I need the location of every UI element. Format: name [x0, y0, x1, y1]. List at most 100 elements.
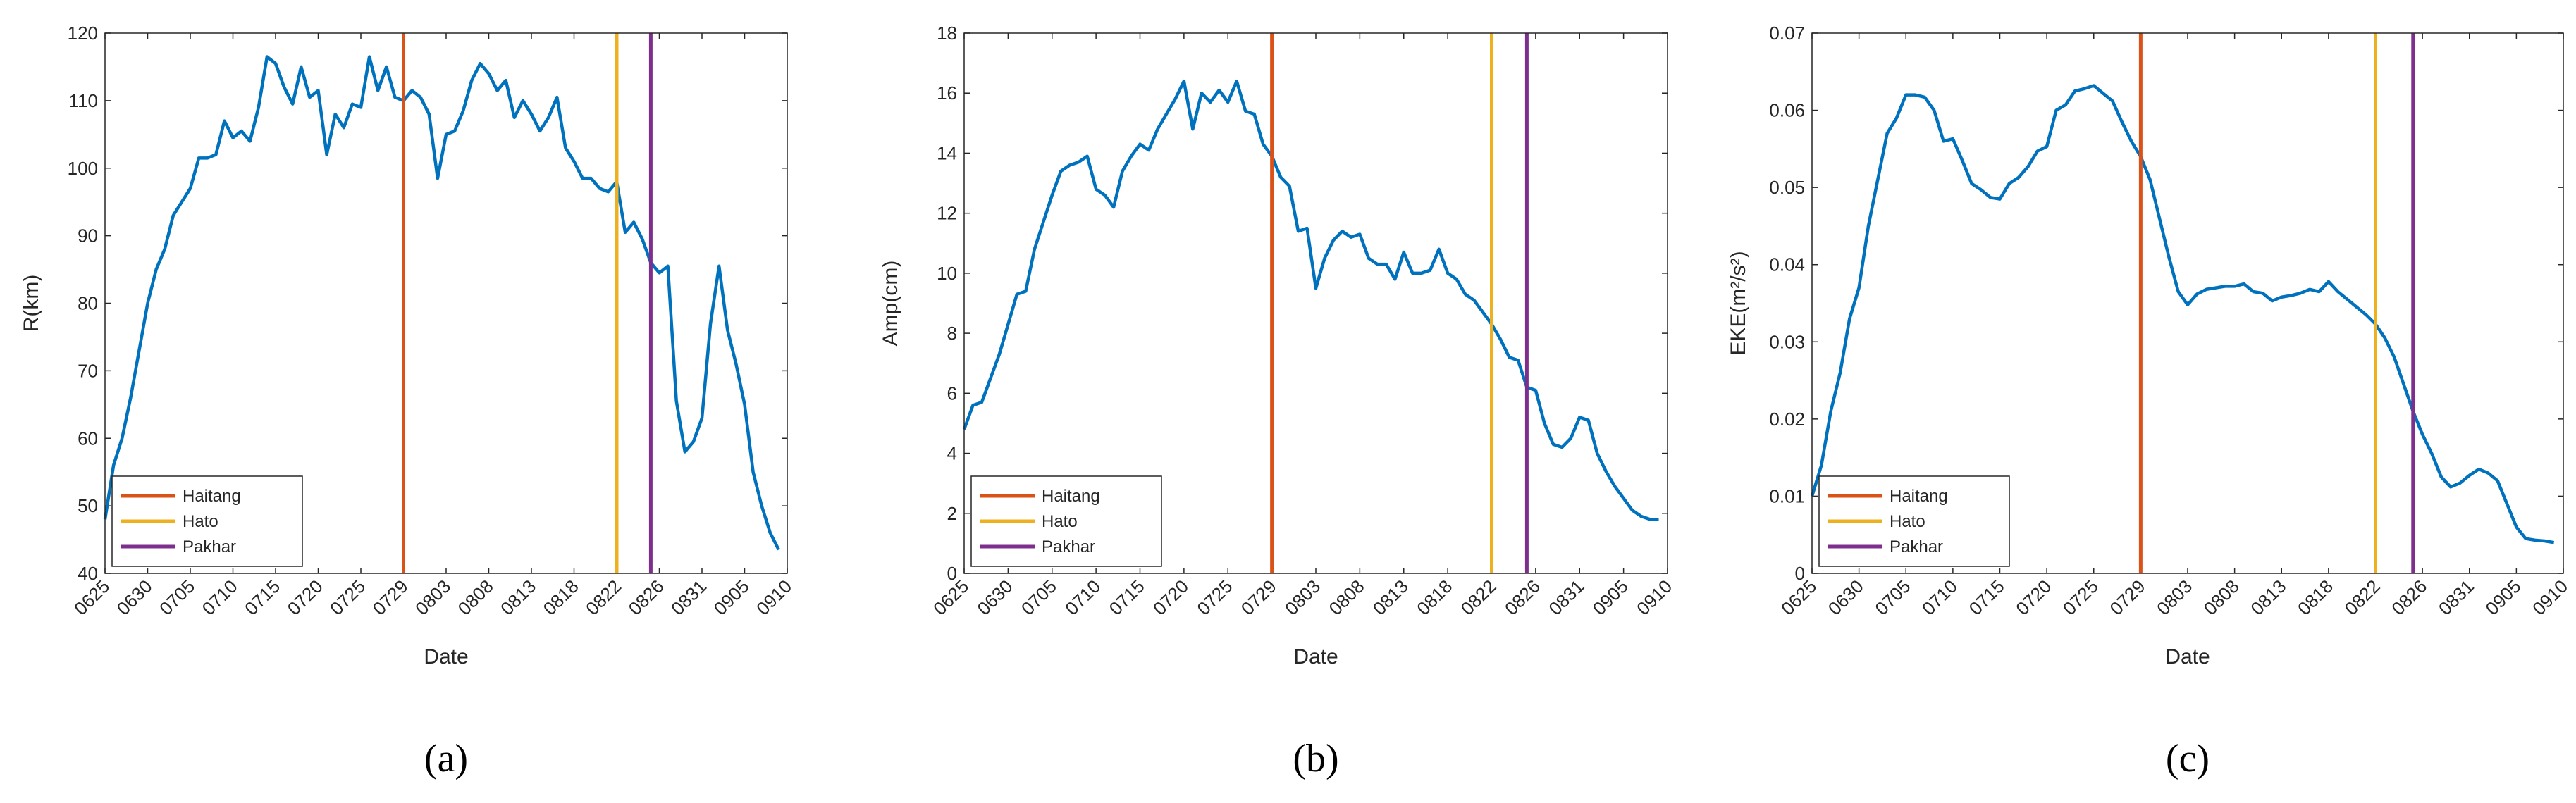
- y-tick-label: 120: [68, 23, 98, 44]
- legend-label: Hato: [1042, 512, 1078, 531]
- x-tick-label: 0625: [929, 575, 973, 619]
- x-axis-label: Date: [424, 645, 468, 668]
- x-tick-label: 0729: [369, 575, 412, 619]
- y-tick-label: 4: [947, 443, 957, 464]
- y-axis-label: R(km): [20, 275, 43, 332]
- x-tick-label: 0803: [1281, 575, 1324, 619]
- legend-box: [970, 475, 1162, 567]
- subplot: 40 50 60 70 80 90 100 110 120 0625063007050710071…: [20, 23, 796, 780]
- x-tick-label: 0905: [1589, 575, 1632, 619]
- legend-label: Pakhar: [1042, 537, 1095, 556]
- x-tick-label: 0720: [283, 575, 327, 619]
- x-tick-label: 0725: [2059, 575, 2102, 619]
- legend-label: Hato: [1890, 512, 1925, 531]
- x-tick-label: 0715: [1965, 575, 2009, 619]
- x-tick-label: 0625: [70, 575, 113, 619]
- x-tick-label: 0818: [2293, 575, 2337, 619]
- x-tick-label: 0715: [1105, 575, 1149, 619]
- x-tick-label: 0630: [113, 575, 156, 619]
- x-tick-label: 0625: [1777, 575, 1820, 619]
- y-tick-label: 10: [937, 263, 957, 284]
- x-tick-label: 0808: [454, 575, 498, 619]
- y-tick-label: 0.02: [1769, 409, 1805, 430]
- x-tick-label: 0710: [1918, 575, 1961, 619]
- x-tick-label: 0831: [1544, 575, 1588, 619]
- legend-label: Haitang: [1890, 487, 1948, 506]
- y-tick-label: 2: [947, 503, 957, 524]
- x-tick-label: 0630: [973, 575, 1017, 619]
- x-tick-label: 0910: [752, 575, 796, 619]
- x-tick-label: 0808: [2200, 575, 2243, 619]
- x-tick-label: 0822: [1457, 575, 1500, 619]
- legend-label: Hato: [183, 512, 218, 531]
- x-tick-label: 0910: [2528, 575, 2572, 619]
- y-tick-label: 0.06: [1769, 100, 1805, 121]
- x-tick-label: 0831: [2434, 575, 2478, 619]
- panel-label: (b): [1293, 737, 1338, 780]
- x-tick-label: 0905: [710, 575, 753, 619]
- x-tick-label: 0818: [1412, 575, 1456, 619]
- x-tick-label: 0710: [1061, 575, 1104, 619]
- data-line: [962, 79, 1659, 521]
- x-tick-label: 0720: [1149, 575, 1193, 619]
- x-tick-label: 0715: [240, 575, 284, 619]
- data-line: [103, 55, 780, 551]
- y-tick-label: 14: [937, 142, 957, 163]
- subplot: 0 0.01 0.02 0.03 0.04 0.05 0.06 0.07 0625 0630 070…: [1727, 23, 2572, 780]
- x-tick-label: 0808: [1325, 575, 1369, 619]
- x-tick-label: 0822: [2341, 575, 2384, 619]
- x-tick-label: 0705: [155, 575, 199, 619]
- legend-label: Pakhar: [183, 537, 236, 556]
- y-tick-label: 80: [78, 293, 98, 314]
- y-tick-label: 0.01: [1769, 485, 1805, 506]
- data-line: [1810, 84, 2555, 544]
- x-tick-label: 0826: [624, 575, 668, 619]
- x-tick-label: 0826: [2387, 575, 2431, 619]
- x-tick-label: 0818: [539, 575, 583, 619]
- x-tick-label: 0831: [667, 575, 710, 619]
- legend-label: Haitang: [183, 487, 241, 506]
- x-tick-label: 0705: [1871, 575, 1914, 619]
- y-tick-label: 70: [78, 360, 98, 381]
- x-tick-label: 0710: [198, 575, 242, 619]
- x-axis-label: Date: [2165, 645, 2210, 668]
- y-tick-label: 90: [78, 225, 98, 247]
- y-tick-label: 18: [937, 23, 957, 44]
- y-tick-label: 0: [1795, 563, 1805, 584]
- y-tick-label: 12: [937, 203, 957, 224]
- y-tick-label: 0.04: [1769, 254, 1805, 275]
- y-tick-label: 6: [947, 382, 957, 404]
- y-tick-label: 110: [69, 90, 98, 111]
- legend-label: Pakhar: [1890, 537, 1943, 556]
- x-tick-label: 0725: [326, 575, 369, 619]
- y-tick-label: 50: [78, 495, 98, 516]
- axes-box: [963, 32, 1668, 574]
- y-tick-label: 0: [947, 563, 957, 584]
- x-tick-label: 0725: [1193, 575, 1236, 619]
- x-tick-label: 0905: [2482, 575, 2525, 619]
- y-tick-label: 0.07: [1769, 23, 1805, 44]
- x-tick-label: 0910: [1632, 575, 1676, 619]
- x-tick-label: 0813: [496, 575, 540, 619]
- x-tick-label: 0729: [2106, 575, 2150, 619]
- y-axis-label: EKE(m²/s²): [1727, 251, 1750, 355]
- x-tick-label: 0705: [1017, 575, 1061, 619]
- y-tick-label: 100: [68, 158, 98, 179]
- axes-box: [104, 32, 788, 574]
- x-tick-label: 0729: [1237, 575, 1281, 619]
- panel-label: (a): [424, 737, 468, 780]
- y-tick-label: 0.05: [1769, 177, 1805, 198]
- x-tick-label: 0803: [2152, 575, 2196, 619]
- x-tick-label: 0720: [2011, 575, 2055, 619]
- y-axis-label: Amp(cm): [879, 261, 902, 347]
- y-tick-label: 60: [78, 428, 98, 449]
- x-tick-label: 0630: [1824, 575, 1868, 619]
- y-tick-label: 16: [937, 82, 957, 104]
- x-tick-label: 0803: [411, 575, 455, 619]
- x-axis-label: Date: [1293, 645, 1338, 668]
- y-tick-label: 0.03: [1769, 331, 1805, 352]
- legend-label: Haitang: [1042, 487, 1100, 506]
- panel-label: (c): [2166, 737, 2210, 780]
